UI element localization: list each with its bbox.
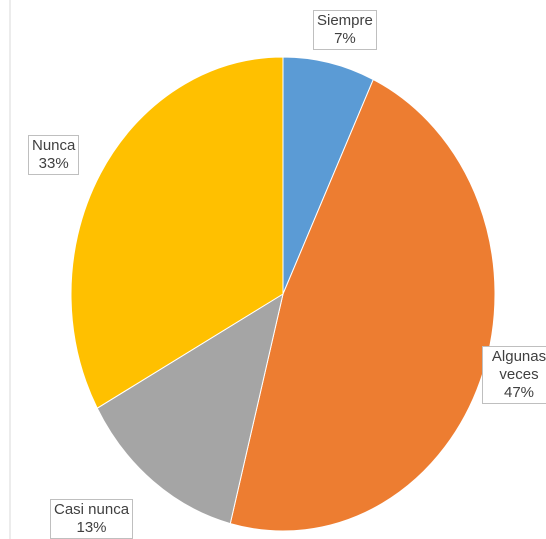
label-category: Casi nunca (54, 501, 130, 518)
pie-slice (70, 56, 284, 409)
label-value: 47% (503, 384, 535, 401)
label-value: 33% (38, 155, 69, 172)
label-value: 7% (334, 30, 356, 47)
data-label: Algunas veces 47% (482, 346, 546, 404)
data-label: Siempre 7% (313, 10, 377, 50)
label-value: 13% (76, 519, 107, 536)
label-category: Algunas veces (491, 348, 546, 383)
data-label: Casi nunca 13% (50, 499, 134, 539)
data-label: Nunca 33% (28, 135, 80, 175)
label-category: Nunca (32, 137, 76, 154)
label-category: Siempre (317, 12, 373, 29)
pie-slice (282, 56, 374, 295)
pie-slice (96, 292, 284, 525)
